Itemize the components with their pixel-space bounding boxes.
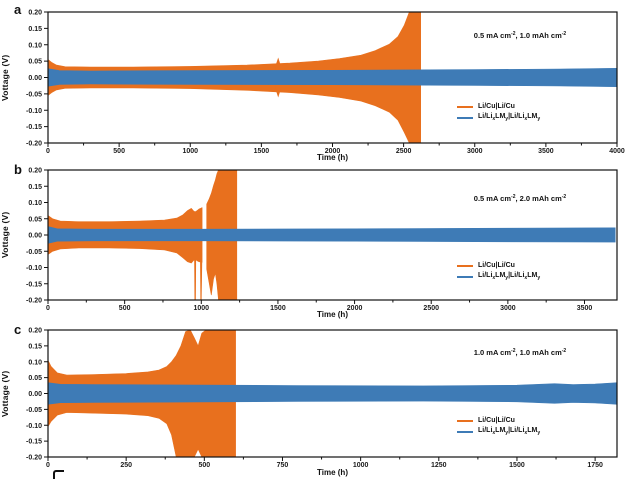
- panel-c-letter: c: [14, 322, 22, 337]
- svg-text:-0.05: -0.05: [26, 91, 42, 98]
- svg-text:0: 0: [46, 462, 50, 469]
- panel-b: b Vottage (V) 0 500 1000 1500 2000 2500 3000 35…: [0, 160, 640, 320]
- svg-text:4000: 4000: [609, 148, 625, 155]
- svg-text:-0.20: -0.20: [26, 455, 42, 462]
- licu-line-swatch: [457, 105, 473, 108]
- svg-text:750: 750: [277, 462, 289, 469]
- panel-b-plot: 0 500 1000 1500 2000 2500 3000 3500 0.20 0.15 0.10…: [26, 168, 618, 312]
- svg-text:500: 500: [113, 148, 125, 155]
- panel-b-letter: b: [14, 162, 22, 177]
- lilm-line-swatch: [457, 275, 473, 278]
- svg-text:2000: 2000: [325, 148, 341, 155]
- legend-entry-licu: Li/Cu|Li/Cu: [457, 415, 540, 426]
- svg-text:0.05: 0.05: [28, 375, 42, 382]
- legend-entry-licu: Li/Cu|Li/Cu: [457, 260, 540, 271]
- svg-text:1500: 1500: [509, 462, 525, 469]
- svg-text:2500: 2500: [423, 305, 439, 312]
- svg-text:0.10: 0.10: [28, 200, 42, 207]
- svg-text:-0.20: -0.20: [26, 298, 42, 305]
- panel-a-test-condition: 0.5 mA cm-2, 1.0 mAh cm-2: [473, 31, 567, 40]
- panel-c-plot: 0 250 500 750 1000 1250 1500 1750 0.20 0.15 0.10 0.…: [26, 328, 618, 469]
- svg-text:3500: 3500: [577, 305, 593, 312]
- svg-text:0.00: 0.00: [28, 391, 42, 398]
- svg-text:-0.15: -0.15: [26, 281, 42, 288]
- svg-text:500: 500: [198, 462, 210, 469]
- svg-text:250: 250: [120, 462, 132, 469]
- partial-glyph: [53, 470, 64, 479]
- svg-text:3000: 3000: [467, 148, 483, 155]
- legend-entry-lilm: Li/LixLMy|Li/LixLMy: [457, 426, 540, 437]
- licu-line-swatch: [457, 419, 473, 422]
- svg-text:1250: 1250: [431, 462, 447, 469]
- svg-text:0.15: 0.15: [28, 184, 42, 191]
- licu-line-swatch: [457, 264, 473, 267]
- svg-text:3000: 3000: [500, 305, 516, 312]
- legend-entry-lilm: Li/LixLMy|Li/LixLMy: [457, 112, 540, 123]
- panel-a-x-axis-title: Time (h): [317, 153, 348, 162]
- svg-text:0.00: 0.00: [28, 75, 42, 82]
- panel-a: a Vottage (V) 0 500 1000 1500 2000 2500 3000 35…: [0, 0, 640, 162]
- svg-text:1500: 1500: [270, 305, 286, 312]
- legend-entry-licu: Li/Cu|Li/Cu: [457, 101, 540, 112]
- svg-text:0.10: 0.10: [28, 359, 42, 366]
- svg-text:1000: 1000: [193, 305, 209, 312]
- svg-text:0.05: 0.05: [28, 216, 42, 223]
- svg-text:0: 0: [46, 305, 50, 312]
- panel-c-legend: Li/Cu|Li/Cu Li/LixLMy|Li/LixLMy: [457, 415, 540, 437]
- svg-text:0.20: 0.20: [28, 168, 42, 175]
- panel-a-letter: a: [14, 2, 22, 17]
- svg-text:2000: 2000: [347, 305, 363, 312]
- panel-c-x-axis-title: Time (h): [317, 468, 348, 477]
- lilm-line-swatch: [457, 116, 473, 119]
- svg-text:1000: 1000: [182, 148, 198, 155]
- svg-text:500: 500: [119, 305, 131, 312]
- panel-b-test-condition: 0.5 mA cm-2, 2.0 mAh cm-2: [473, 194, 567, 203]
- svg-text:-0.15: -0.15: [26, 439, 42, 446]
- svg-text:1000: 1000: [353, 462, 369, 469]
- svg-text:1750: 1750: [587, 462, 603, 469]
- svg-text:2500: 2500: [396, 148, 412, 155]
- svg-text:-0.05: -0.05: [26, 407, 42, 414]
- svg-text:-0.10: -0.10: [26, 108, 42, 115]
- svg-text:-0.05: -0.05: [26, 249, 42, 256]
- svg-text:0.00: 0.00: [28, 233, 42, 240]
- svg-text:0.20: 0.20: [28, 328, 42, 335]
- panel-b-x-axis-title: Time (h): [317, 310, 348, 319]
- svg-text:0.15: 0.15: [28, 26, 42, 33]
- panel-b-legend: Li/Cu|Li/Cu Li/LixLMy|Li/LixLMy: [457, 260, 540, 282]
- svg-text:-0.10: -0.10: [26, 265, 42, 272]
- panel-a-plot: 0 500 1000 1500 2000 2500 3000 3500 4000 0.20 0.15…: [26, 10, 625, 156]
- svg-text:0.05: 0.05: [28, 59, 42, 66]
- svg-text:-0.10: -0.10: [26, 423, 42, 430]
- legend-entry-lilm: Li/LixLMy|Li/LixLMy: [457, 271, 540, 282]
- panel-a-legend: Li/Cu|Li/Cu Li/LixLMy|Li/LixLMy: [457, 101, 540, 123]
- svg-text:0: 0: [46, 148, 50, 155]
- panel-c: c Vottage (V) 0 250 500 750 1000 1250 1500 1750…: [0, 320, 640, 479]
- panel-c-test-condition: 1.0 mA cm-2, 1.0 mAh cm-2: [473, 348, 567, 357]
- svg-text:0.10: 0.10: [28, 42, 42, 49]
- svg-text:-0.15: -0.15: [26, 124, 42, 131]
- svg-text:1500: 1500: [254, 148, 270, 155]
- svg-text:0.15: 0.15: [28, 343, 42, 350]
- svg-text:-0.20: -0.20: [26, 141, 42, 148]
- svg-text:0.20: 0.20: [28, 10, 42, 17]
- svg-text:3500: 3500: [538, 148, 554, 155]
- lilm-line-swatch: [457, 430, 473, 433]
